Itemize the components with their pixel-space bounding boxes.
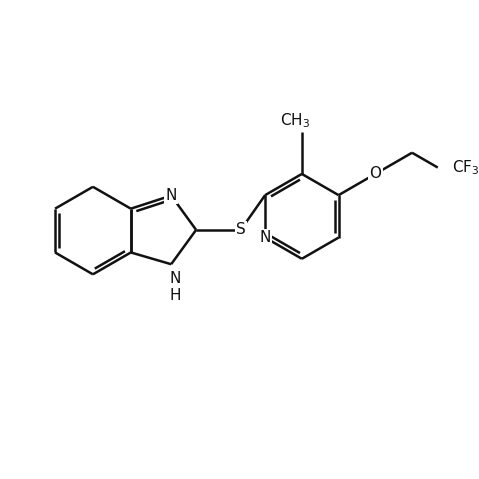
Text: S: S bbox=[236, 222, 246, 238]
Text: N: N bbox=[260, 230, 271, 245]
Text: CF$_3$: CF$_3$ bbox=[452, 158, 479, 177]
Text: O: O bbox=[369, 166, 381, 182]
Text: CH$_3$: CH$_3$ bbox=[280, 111, 310, 130]
Text: N
H: N H bbox=[169, 271, 181, 303]
Text: N: N bbox=[165, 188, 177, 203]
